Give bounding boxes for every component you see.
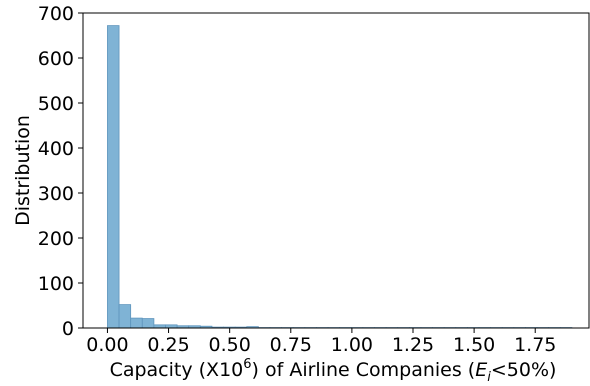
y-tick-label: 0 (62, 318, 74, 340)
y-tick-label: 400 (38, 138, 74, 160)
y-tick-label: 100 (38, 273, 74, 295)
x-axis-label-superscript: 6 (243, 357, 251, 372)
x-axis-label: Capacity (X106) of Airline Companies (Ei… (110, 357, 557, 385)
x-tick-label: 0.00 (86, 334, 128, 356)
x-tick-label: 0.25 (147, 334, 189, 356)
y-tick-label: 700 (38, 3, 74, 25)
histogram-bar (118, 304, 132, 329)
x-axis-label-subscript: i (487, 370, 491, 385)
x-axis-ticks: 0.00 0.25 0.50 0.75 1.00 1.25 1.50 1.75 (86, 328, 556, 356)
x-tick-label: 0.50 (209, 334, 251, 356)
x-tick-label: 1.50 (453, 334, 495, 356)
histogram-bar (141, 318, 155, 329)
y-tick-label: 200 (38, 228, 74, 250)
y-tick-label: 300 (38, 183, 74, 205)
y-axis-label: Distribution (12, 115, 34, 226)
x-axis-label-suffix: <50%) (491, 359, 557, 381)
y-tick-label: 500 (38, 93, 74, 115)
x-axis-label-middle: ) of Airline Companies ( (252, 359, 476, 381)
y-tick-label: 600 (38, 48, 74, 70)
x-tick-label: 1.75 (514, 334, 556, 356)
histogram-bar (130, 317, 143, 329)
histogram-bar (107, 25, 120, 329)
y-axis-ticks: 0 100 200 300 400 500 600 700 (38, 3, 83, 340)
plot-frame (82, 12, 590, 329)
x-tick-label: 0.75 (270, 334, 312, 356)
x-tick-label: 1.00 (331, 334, 373, 356)
x-axis-label-prefix: Capacity (X10 (110, 359, 244, 381)
x-axis-label-italic: E (475, 359, 487, 381)
histogram-bars (107, 25, 573, 329)
x-tick-label: 1.25 (392, 334, 434, 356)
